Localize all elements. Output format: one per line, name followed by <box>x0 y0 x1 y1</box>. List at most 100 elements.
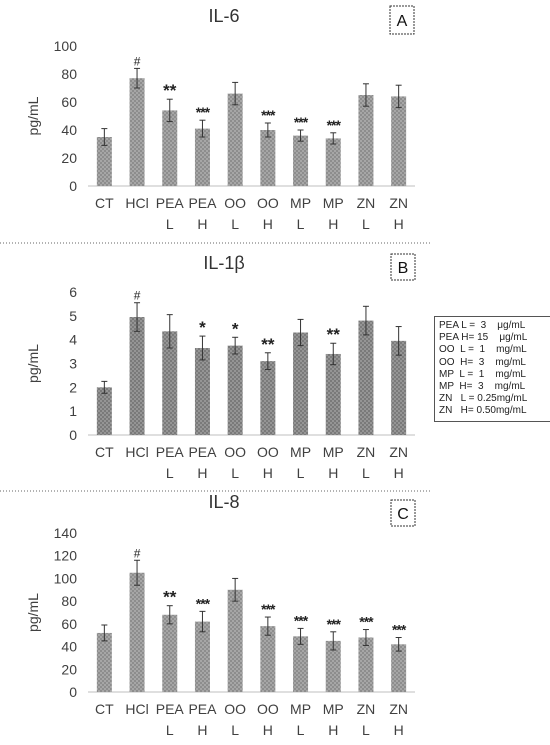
x-tick-label: L <box>297 465 305 481</box>
bar <box>194 621 210 692</box>
bar <box>293 332 309 435</box>
panel-label: C <box>397 506 409 523</box>
x-tick-label: PEA <box>188 701 217 717</box>
significance-marker: # <box>134 54 141 68</box>
significance-marker: *** <box>261 107 276 123</box>
y-axis-label: pg/mL <box>25 344 41 383</box>
x-tick-label: H <box>263 465 273 481</box>
legend-entry: MP L = 1 mg/mL <box>439 368 526 380</box>
x-tick-label: MP <box>290 701 311 717</box>
panel-label: B <box>398 260 409 277</box>
y-axis-label: pg/mL <box>25 593 41 632</box>
bar <box>260 626 276 692</box>
bar <box>358 95 374 186</box>
significance-marker: *** <box>294 114 309 130</box>
bar <box>96 137 112 186</box>
x-tick-label: OO <box>224 701 246 717</box>
x-tick-label: HCl <box>125 701 148 717</box>
bar <box>260 361 276 435</box>
bar <box>358 637 374 692</box>
panel-label-box <box>390 253 416 281</box>
panel-label-box <box>389 5 415 35</box>
x-tick-label: H <box>197 216 207 232</box>
legend-entry: PEA H= 15 μg/mL <box>439 332 528 344</box>
x-tick-label: ZN <box>389 444 408 460</box>
legend-entry: ZN L = 0.25mg/mL <box>439 393 528 405</box>
bar <box>227 345 243 435</box>
x-tick-label: PEA <box>156 195 185 211</box>
x-tick-label: ZN <box>357 444 376 460</box>
x-tick-label: CT <box>95 444 114 460</box>
x-tick-label: ZN <box>357 701 376 717</box>
x-tick-label: CT <box>95 195 114 211</box>
significance-marker: *** <box>196 595 211 611</box>
x-tick-label: H <box>263 216 273 232</box>
legend-entry: ZN H= 0.50mg/mL <box>439 405 527 417</box>
y-tick-label: 0 <box>69 684 77 700</box>
y-tick-label: 2 <box>69 379 77 395</box>
significance-marker: ** <box>163 588 177 607</box>
x-tick-label: H <box>197 722 207 738</box>
y-tick-label: 0 <box>69 178 77 194</box>
y-tick-label: 20 <box>61 661 77 677</box>
bar <box>260 130 276 186</box>
y-tick-label: 40 <box>61 639 77 655</box>
bar <box>325 353 341 435</box>
panel-label: A <box>397 13 408 30</box>
x-tick-label: H <box>394 722 404 738</box>
x-tick-label: H <box>328 465 338 481</box>
legend-entry: OO H= 3 mg/mL <box>439 356 526 368</box>
bar <box>293 135 309 186</box>
x-tick-label: H <box>263 722 273 738</box>
x-tick-label: L <box>231 216 239 232</box>
bar <box>129 317 145 435</box>
significance-marker: *** <box>392 621 407 637</box>
x-tick-label: PEA <box>188 195 217 211</box>
x-tick-label: L <box>231 722 239 738</box>
y-tick-label: 140 <box>54 525 78 541</box>
x-tick-label: OO <box>257 195 279 211</box>
y-axis-label: pg/mL <box>25 96 41 135</box>
x-tick-label: ZN <box>389 195 408 211</box>
x-tick-label: MP <box>290 195 311 211</box>
bar <box>129 78 145 186</box>
x-tick-label: MP <box>290 444 311 460</box>
bar <box>391 340 407 435</box>
bar <box>162 110 178 186</box>
bar <box>227 93 243 186</box>
significance-marker: *** <box>261 601 276 617</box>
y-tick-label: 6 <box>69 284 77 300</box>
bar <box>227 589 243 692</box>
bar <box>293 636 309 692</box>
y-tick-label: 60 <box>61 94 77 110</box>
x-tick-label: CT <box>95 701 114 717</box>
x-tick-label: H <box>328 722 338 738</box>
x-tick-label: HCl <box>125 444 148 460</box>
y-tick-label: 3 <box>69 356 77 372</box>
chart-title: IL-1β <box>203 253 244 273</box>
x-tick-label: L <box>297 216 305 232</box>
y-tick-label: 0 <box>69 427 77 443</box>
significance-marker: *** <box>196 104 211 120</box>
dose-legend: PEA L = 3 μg/mL PEA H= 15 μg/mL OO L = 1… <box>434 316 550 422</box>
significance-marker: ** <box>163 81 177 100</box>
panel-label-box <box>390 499 416 527</box>
y-tick-label: 60 <box>61 616 77 632</box>
x-tick-label: H <box>197 465 207 481</box>
bar <box>194 348 210 435</box>
significance-marker: *** <box>327 117 342 133</box>
significance-marker: *** <box>327 616 342 632</box>
bar <box>162 614 178 692</box>
x-tick-label: H <box>328 216 338 232</box>
significance-marker: *** <box>359 614 374 630</box>
chart-title: IL-8 <box>208 492 239 512</box>
bar <box>391 96 407 186</box>
y-tick-label: 40 <box>61 122 77 138</box>
chart-title: IL-6 <box>208 6 239 26</box>
bar <box>391 644 407 692</box>
x-tick-label: L <box>362 722 370 738</box>
x-tick-label: L <box>362 465 370 481</box>
y-tick-label: 100 <box>54 570 78 586</box>
significance-marker: ** <box>327 325 341 344</box>
bar <box>194 128 210 186</box>
